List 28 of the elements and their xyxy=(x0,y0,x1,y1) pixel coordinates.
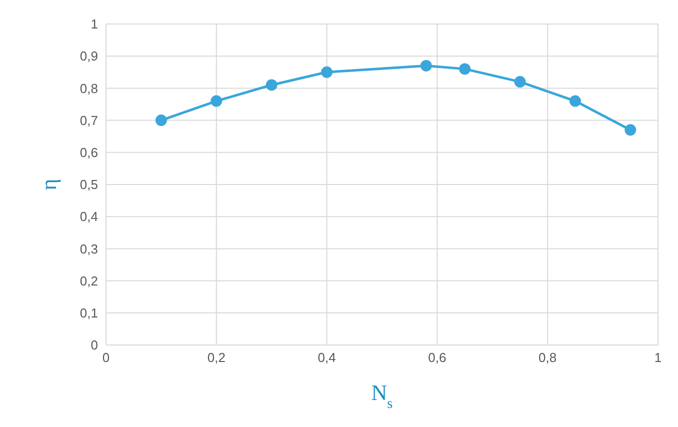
point xyxy=(459,63,471,75)
point xyxy=(210,95,222,107)
x-tick-label: 0,6 xyxy=(428,350,446,366)
y-tick-label: 0,7 xyxy=(80,112,98,128)
point xyxy=(569,95,581,107)
x-tick-label: 0,8 xyxy=(538,350,557,366)
x-tick-label: 0,2 xyxy=(207,350,226,366)
x-tick-label: 0,4 xyxy=(318,350,336,366)
y-tick-label: 0,9 xyxy=(80,48,98,64)
point xyxy=(155,114,167,126)
point xyxy=(514,76,526,88)
y-tick-label: 0,5 xyxy=(80,177,98,192)
y-tick-label: 0,2 xyxy=(80,273,98,288)
y-tick-label: 0 xyxy=(90,338,98,353)
point xyxy=(266,79,278,91)
y-tick-label: 0,6 xyxy=(80,145,98,160)
x-tick-label: 1 xyxy=(654,350,662,366)
point xyxy=(624,124,636,136)
y-tick-label: 0,8 xyxy=(80,80,98,96)
x-tick-label: 0 xyxy=(102,350,110,366)
y-tick-label: 0,3 xyxy=(80,241,98,256)
y-tick-label: 0,4 xyxy=(80,209,98,224)
y-axis-title: η xyxy=(36,178,61,190)
y-tick-label: 0,1 xyxy=(80,306,98,321)
point xyxy=(420,60,432,72)
point xyxy=(321,66,333,78)
x-axis-title: N$_{s}$ xyxy=(371,380,394,412)
y-tick-label: 1 xyxy=(90,16,98,32)
